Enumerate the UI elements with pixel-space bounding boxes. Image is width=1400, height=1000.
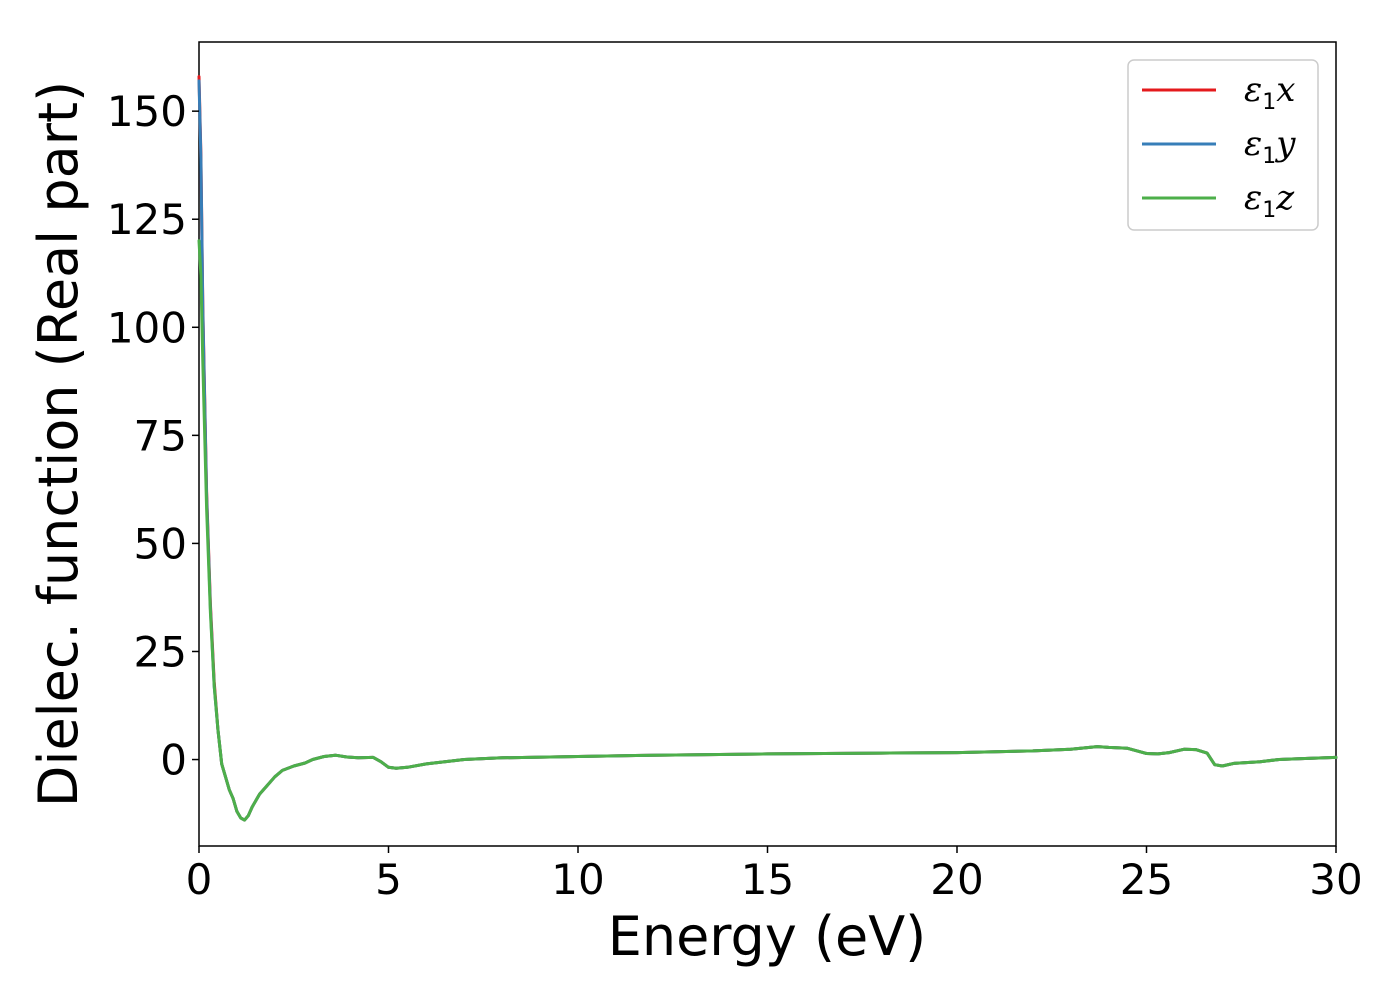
legend: ε1x ε1y ε1z	[1127, 59, 1319, 231]
x-tick-label: 10	[551, 855, 604, 904]
y-axis-label: Dielec. function (Real part)	[27, 81, 90, 807]
y-tick-label: 75	[134, 411, 187, 460]
series-line-z	[197, 239, 1338, 822]
legend-label-y: ε1y	[1244, 124, 1296, 169]
legend-label-x: ε1x	[1244, 70, 1295, 115]
x-tick-label: 30	[1309, 855, 1362, 904]
y-tick-label: 50	[134, 519, 187, 568]
x-axis: 0 5 10 15 20 25 30	[186, 846, 1363, 904]
y-tick-label: 125	[107, 195, 187, 244]
x-tick-label: 0	[186, 855, 213, 904]
legend-label-z: ε1z	[1244, 178, 1295, 223]
x-tick-label: 15	[741, 855, 794, 904]
x-tick-label: 20	[930, 855, 983, 904]
legend-frame	[1127, 59, 1319, 231]
y-tick-label: 150	[107, 87, 187, 136]
x-tick-label: 5	[375, 855, 402, 904]
y-tick-label: 100	[107, 303, 187, 352]
y-tick-label: 0	[160, 736, 187, 785]
y-axis: 0 25 50 75 100 125 150	[107, 87, 199, 785]
x-tick-label: 25	[1120, 855, 1173, 904]
x-axis-label: Energy (eV)	[608, 905, 927, 968]
series-layer	[197, 75, 1338, 822]
y-tick-label: 25	[134, 627, 187, 676]
